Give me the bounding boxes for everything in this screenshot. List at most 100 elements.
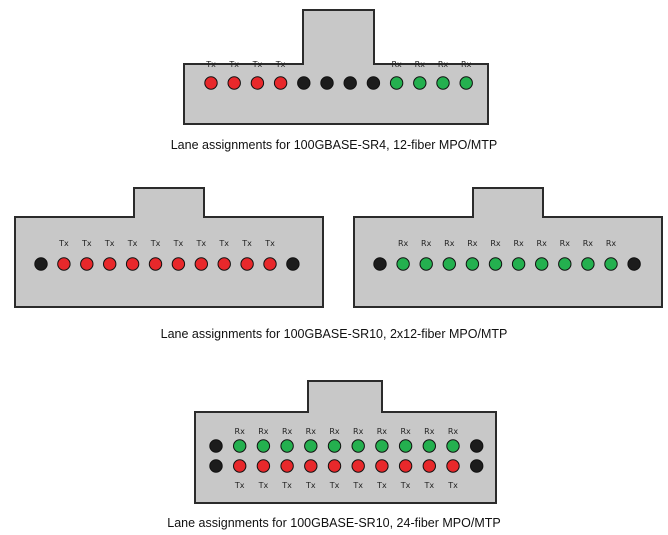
fiber-rx — [446, 439, 460, 453]
lane-label-rx: Rx — [329, 427, 340, 436]
fiber-tx — [194, 257, 209, 271]
lane-label-rx: Rx — [421, 239, 432, 248]
lane-label-rx: Rx — [282, 427, 293, 436]
sr4-connector: Tx Tx Tx Tx Rx Rx Rx Rx — [183, 9, 489, 125]
lane-label-rx: Rx — [438, 60, 449, 69]
connector-body — [183, 9, 489, 125]
fiber-tx — [304, 459, 318, 473]
fiber-rx — [604, 257, 618, 271]
fiber-rx — [436, 76, 450, 90]
fiber-tx — [125, 257, 140, 271]
lane-label-tx: Tx — [258, 481, 269, 490]
fiber-rx — [389, 76, 404, 90]
fiber-rx — [459, 76, 473, 90]
lane-label-tx: Tx — [400, 481, 411, 490]
fiber-rx — [327, 439, 342, 453]
lane-label-tx: Tx — [241, 239, 252, 248]
lane-label-tx: Tx — [228, 60, 239, 69]
sr10-tx-connector: Tx Tx Tx Tx Tx Tx Tx Tx Tx Tx — [14, 187, 324, 308]
fiber-unused — [470, 459, 484, 473]
fiber-tx — [80, 257, 94, 271]
fiber-tx — [256, 459, 271, 473]
fiber-tx — [233, 459, 247, 473]
lane-label-rx: Rx — [391, 60, 402, 69]
fiber-tx — [148, 257, 163, 271]
fiber-unused — [627, 257, 641, 271]
lane-label-rx: Rx — [377, 427, 388, 436]
fiber-rx — [419, 257, 433, 271]
sr10-rx-connector: Rx Rx Rx Rx Rx Rx Rx Rx Rx Rx — [353, 187, 663, 308]
fiber-tx — [250, 76, 265, 90]
fiber-rx — [558, 257, 572, 271]
lane-label-tx: Tx — [305, 481, 316, 490]
fiber-tx — [263, 257, 277, 271]
lane-label-rx: Rx — [560, 239, 571, 248]
caption-sr10-24: Lane assignments for 100GBASE-SR10, 24-f… — [167, 516, 501, 530]
lane-label-rx: Rx — [537, 239, 548, 248]
lane-label-rx: Rx — [583, 239, 594, 248]
fiber-unused — [470, 439, 484, 453]
fiber-rx — [465, 257, 480, 271]
lane-label-rx: Rx — [400, 427, 411, 436]
fiber-rx — [233, 439, 247, 453]
lane-label-tx: Tx — [218, 239, 229, 248]
lane-label-rx: Rx — [490, 239, 501, 248]
caption-sr4: Lane assignments for 100GBASE-SR4, 12-fi… — [170, 138, 498, 152]
lane-label-tx: Tx — [81, 239, 92, 248]
lane-label-tx: Tx — [58, 239, 69, 248]
fiber-rx — [304, 439, 318, 453]
fiber-tx — [398, 459, 413, 473]
lane-label-tx: Tx — [173, 239, 184, 248]
fiber-tx — [103, 257, 117, 271]
lane-label-tx: Tx — [447, 481, 458, 490]
fiber-tx — [273, 76, 288, 90]
fiber-rx — [280, 439, 294, 453]
lane-label-rx: Rx — [258, 427, 269, 436]
fiber-tx — [227, 76, 241, 90]
lane-label-tx: Tx — [234, 481, 245, 490]
fiber-unused — [343, 76, 357, 90]
lane-label-tx: Tx — [376, 481, 387, 490]
fiber-rx — [375, 439, 389, 453]
connector-body — [14, 187, 324, 308]
lane-label-tx: Tx — [205, 60, 216, 69]
lane-label-tx: Tx — [423, 481, 434, 490]
fiber-rx — [535, 257, 549, 271]
fiber-tx — [217, 257, 231, 271]
fiber-tx — [171, 257, 186, 271]
lane-label-tx: Tx — [264, 239, 275, 248]
fiber-unused — [209, 459, 223, 473]
sr10-24-connector: Rx Rx Rx Rx Rx Rx Rx Rx Rx Rx Tx Tx Tx Tx Tx Tx Tx Tx Tx Tx — [194, 380, 497, 504]
fiber-rx — [511, 257, 526, 271]
fiber-unused — [297, 76, 311, 90]
lane-label-rx: Rx — [467, 239, 478, 248]
fiber-rx — [351, 439, 365, 453]
lane-label-rx: Rx — [353, 427, 364, 436]
fiber-tx — [280, 459, 294, 473]
lane-label-rx: Rx — [306, 427, 317, 436]
fiber-rx — [398, 439, 413, 453]
fiber-tx — [351, 459, 365, 473]
fiber-rx — [422, 439, 436, 453]
lane-label-tx: Tx — [195, 239, 206, 248]
fiber-tx — [204, 76, 218, 90]
fiber-unused — [209, 439, 223, 453]
lane-label-rx: Rx — [513, 239, 524, 248]
fiber-rx — [256, 439, 271, 453]
connector-body — [353, 187, 663, 308]
lane-label-rx: Rx — [461, 60, 472, 69]
lane-label-rx: Rx — [424, 427, 435, 436]
lane-label-rx: Rx — [398, 239, 409, 248]
fiber-rx — [396, 257, 410, 271]
lane-label-tx: Tx — [329, 481, 340, 490]
lane-label-tx: Tx — [104, 239, 115, 248]
fiber-tx — [446, 459, 460, 473]
lane-label-tx: Tx — [275, 60, 286, 69]
fiber-tx — [327, 459, 342, 473]
fiber-unused — [373, 257, 387, 271]
lane-label-tx: Tx — [127, 239, 138, 248]
lane-label-tx: Tx — [281, 481, 292, 490]
fiber-rx — [488, 257, 503, 271]
lane-label-tx: Tx — [252, 60, 263, 69]
